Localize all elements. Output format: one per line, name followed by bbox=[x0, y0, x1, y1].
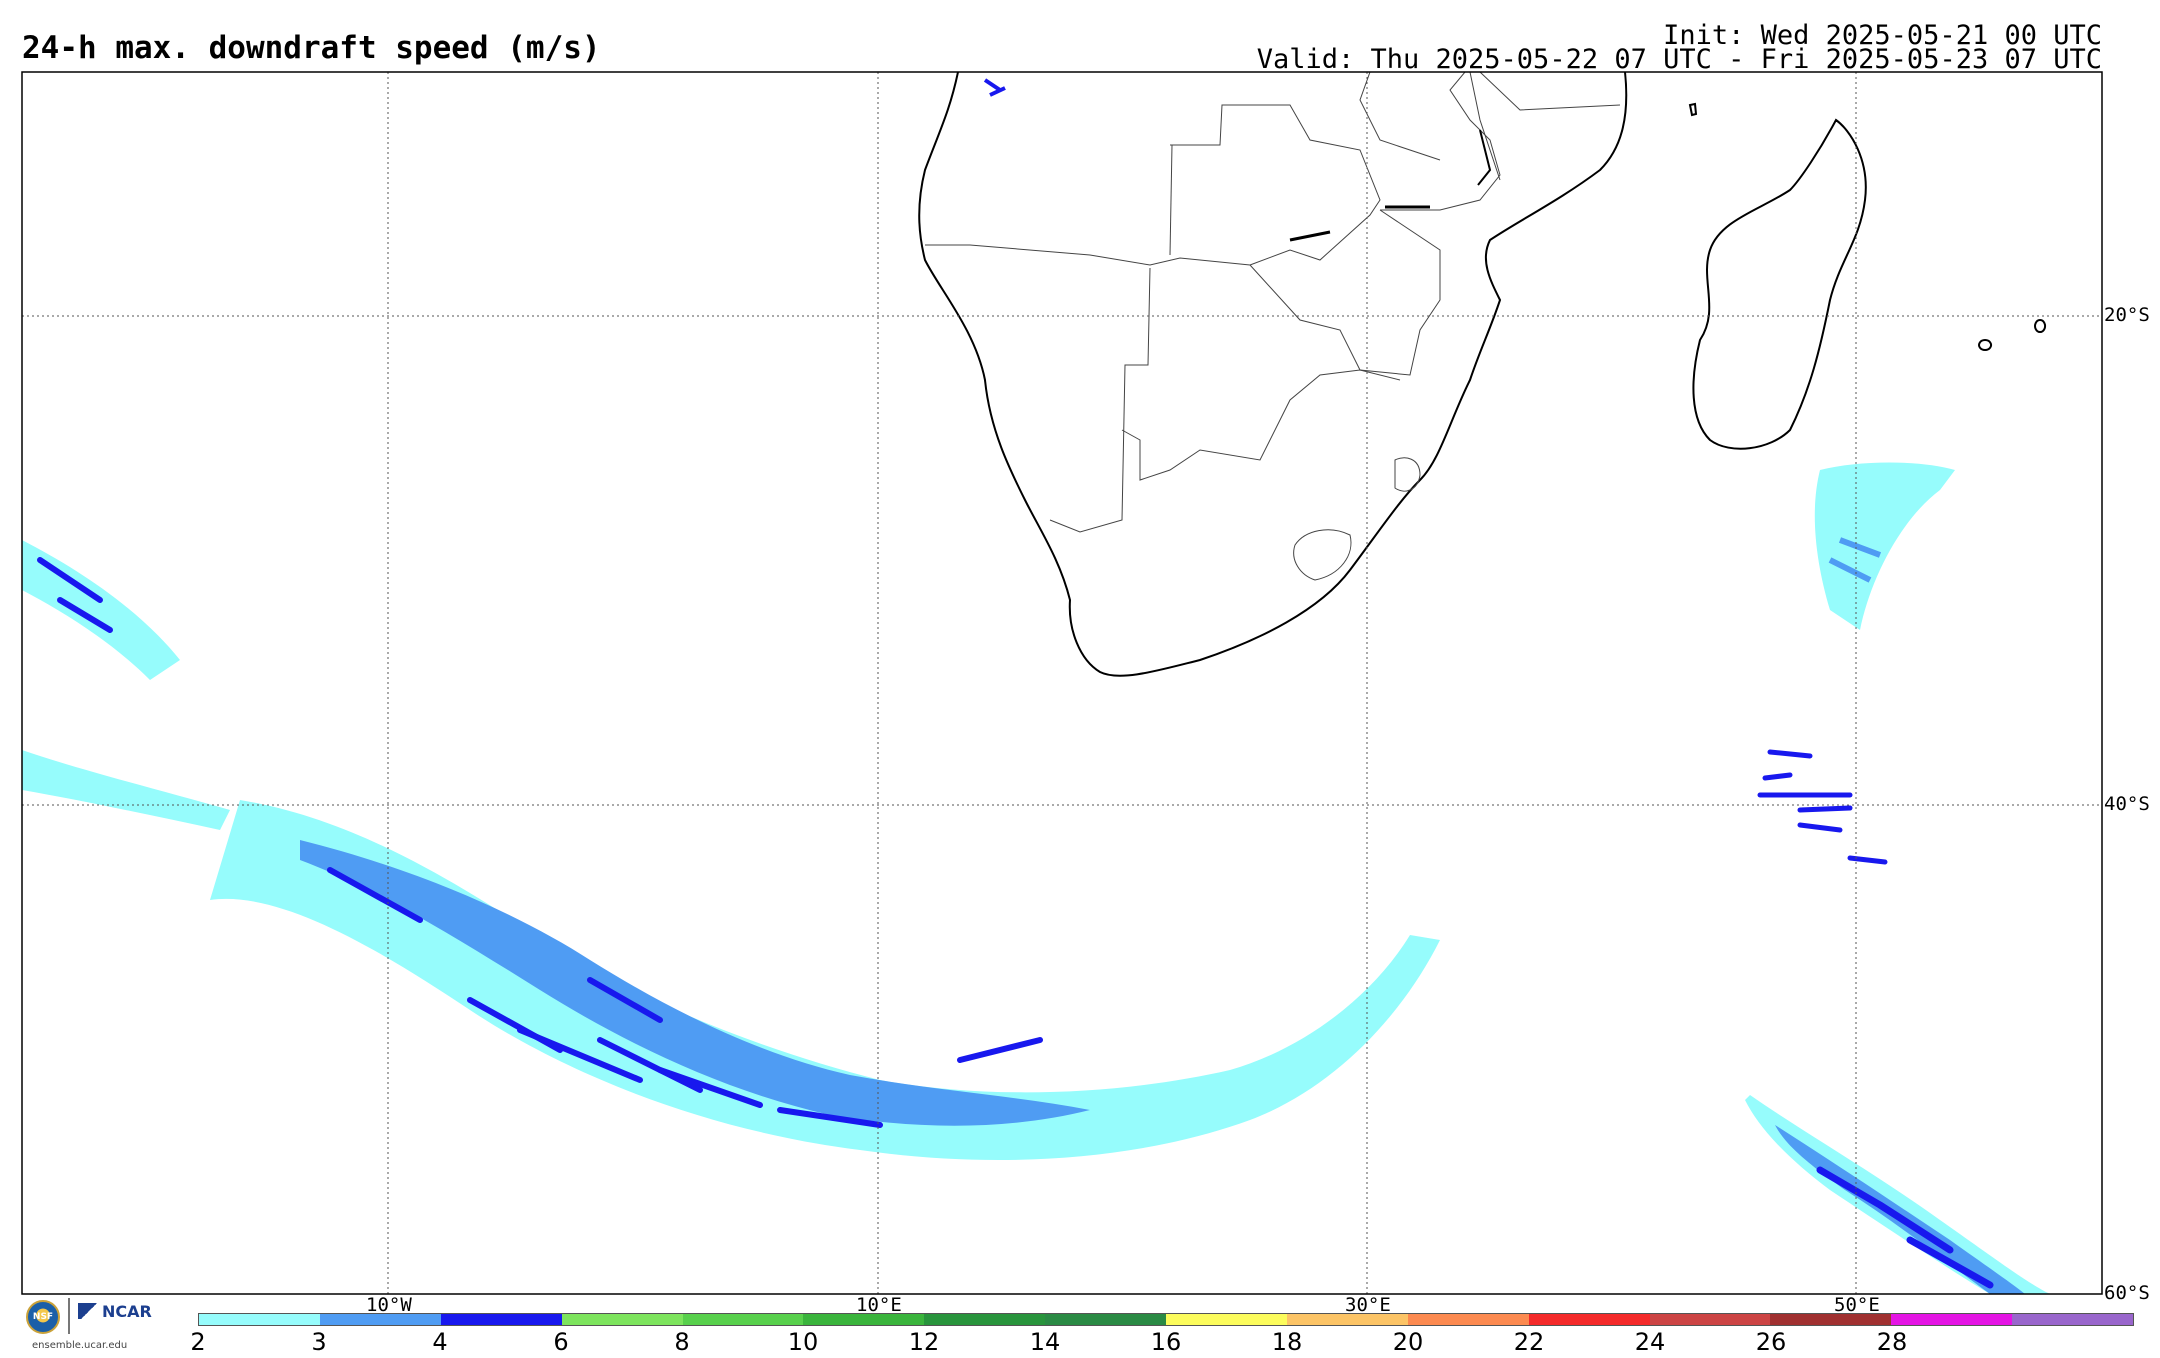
southeast-band-cyan bbox=[1745, 1095, 2050, 1294]
colorbar-swatch bbox=[2012, 1314, 2133, 1325]
colorbar-swatch bbox=[1045, 1314, 1166, 1325]
colorbar-swatch bbox=[440, 1314, 562, 1325]
ncar-logo-text: NCAR bbox=[102, 1302, 152, 1321]
border-zambia-west bbox=[1169, 144, 1173, 256]
colorbar-swatch bbox=[924, 1314, 1046, 1325]
africa-coastline bbox=[918, 72, 1628, 677]
colorbar-swatch bbox=[1166, 1314, 1287, 1325]
logo-group: NSF NCAR ensemble.ucar.edu bbox=[22, 1296, 172, 1352]
lon-label-10e: 10°E bbox=[856, 1294, 902, 1316]
island-mauritius bbox=[2034, 319, 2047, 333]
border-angola-namibia bbox=[925, 244, 1251, 266]
lon-label-30e: 30°E bbox=[1345, 1294, 1391, 1316]
ncar-mark-icon bbox=[78, 1303, 100, 1319]
colorbar-swatch bbox=[1286, 1314, 1408, 1325]
southeast-band-dark bbox=[1816, 1166, 1994, 1289]
lon-label-50e: 50°E bbox=[1834, 1294, 1880, 1316]
colorbar bbox=[198, 1313, 2134, 1326]
ncar-logo: NCAR bbox=[78, 1302, 152, 1321]
island-reunion bbox=[1978, 339, 1993, 351]
colorbar-tick-label: 6 bbox=[553, 1328, 569, 1356]
border-tanzania bbox=[1359, 72, 1621, 181]
border-botswana-sa bbox=[1121, 369, 1401, 481]
colorbar-swatch bbox=[319, 1314, 441, 1325]
colorbar-tick-label: 22 bbox=[1513, 1328, 1545, 1356]
colorbar-tick-label: 12 bbox=[908, 1328, 940, 1356]
northern-specks bbox=[983, 78, 1006, 97]
border-zambia bbox=[1170, 104, 1381, 266]
init-time: Init: Wed 2025-05-21 00 UTC bbox=[1663, 20, 2102, 51]
valid-time: Valid: Thu 2025-05-22 07 UTC - Fri 2025-… bbox=[1256, 44, 2102, 75]
downdraft-band-blue bbox=[300, 840, 1090, 1126]
colorbar-tick-label: 24 bbox=[1634, 1328, 1666, 1356]
downdraft-band-cyan-west bbox=[22, 540, 230, 830]
map-frame-bg bbox=[22, 72, 2102, 1294]
border-namibia-botswana bbox=[1049, 267, 1151, 533]
southeast-band-blue bbox=[1775, 1125, 2025, 1294]
border-lesotho bbox=[1293, 529, 1352, 581]
site-url: ensemble.ucar.edu bbox=[32, 1340, 128, 1351]
madagascar-coastline bbox=[1692, 118, 1867, 450]
colorbar-swatch bbox=[1649, 1314, 1771, 1325]
colorbar-tick-label: 3 bbox=[311, 1328, 327, 1356]
lake-malawi bbox=[1477, 129, 1492, 186]
colorbar-swatch bbox=[682, 1314, 804, 1325]
colorbar-tick-label: 26 bbox=[1755, 1328, 1787, 1356]
border-zimbabwe bbox=[1249, 209, 1441, 376]
colorbar-ticks: 2 3 4 6 8 10 12 14 16 18 20 22 24 26 28 bbox=[190, 1328, 2134, 1358]
colorbar-swatch bbox=[199, 1314, 320, 1325]
border-eswatini bbox=[1394, 457, 1421, 492]
colorbar-swatch bbox=[1528, 1314, 1650, 1325]
colorbar-tick-label: 8 bbox=[674, 1328, 690, 1356]
lat-label-60s: 60°S bbox=[2104, 1282, 2150, 1304]
map-title: 24-h max. downdraft speed (m/s) bbox=[22, 30, 601, 66]
downdraft-field bbox=[22, 78, 2050, 1294]
colorbar-swatch bbox=[561, 1314, 683, 1325]
island-small bbox=[1688, 102, 1698, 117]
colorbar-tick-label: 20 bbox=[1392, 1328, 1424, 1356]
colorbar-tick-label: 18 bbox=[1271, 1328, 1303, 1356]
map-frame bbox=[21, 71, 2103, 1295]
colorbar-tick-label: 28 bbox=[1876, 1328, 1908, 1356]
colorbar-swatch bbox=[1407, 1314, 1529, 1325]
colorbar-tick-label: 16 bbox=[1150, 1328, 1182, 1356]
colorbar-tick-label: 4 bbox=[432, 1328, 448, 1356]
border-mozambique bbox=[1380, 72, 1501, 211]
madagascar-east-streaks bbox=[1828, 537, 1882, 583]
colorbar-swatch bbox=[803, 1314, 925, 1325]
colorbar-swatch bbox=[1770, 1314, 1892, 1325]
graticule bbox=[22, 72, 2102, 1294]
coastlines bbox=[918, 72, 2047, 677]
logo-separator bbox=[68, 1298, 70, 1334]
colorbar-tick-label: 2 bbox=[190, 1328, 206, 1356]
lat-label-40s: 40°S bbox=[2104, 793, 2150, 815]
nsf-logo: NSF bbox=[26, 1300, 60, 1334]
lon-label-10w: 10°W bbox=[366, 1294, 412, 1316]
colorbar-swatch bbox=[1891, 1314, 2013, 1325]
lat-label-20s: 20°S bbox=[2104, 304, 2150, 326]
colorbar-tick-label: 14 bbox=[1029, 1328, 1061, 1356]
madagascar-east-band bbox=[1814, 462, 1955, 630]
colorbar-tick-label: 10 bbox=[787, 1328, 819, 1356]
lake-kariba bbox=[1289, 205, 1430, 242]
downdraft-streaks-dark bbox=[37, 557, 1043, 1128]
country-borders bbox=[925, 72, 1621, 581]
